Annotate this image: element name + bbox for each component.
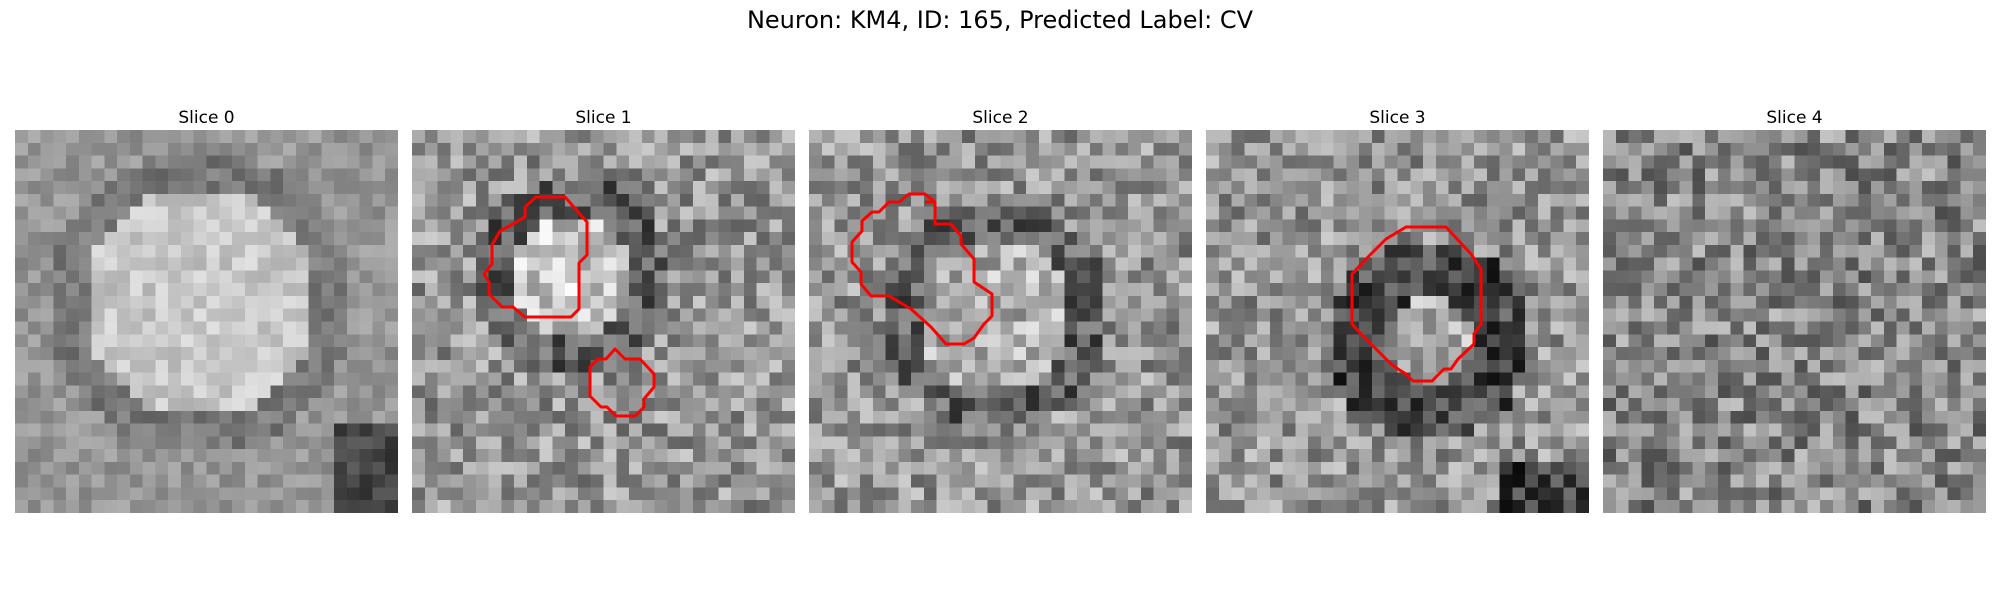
- slice-image: [1603, 130, 1986, 513]
- contour-line: [588, 347, 656, 418]
- slice-title: Slice 3: [1369, 108, 1426, 128]
- contour-line: [850, 192, 994, 346]
- contour-overlay: [482, 195, 656, 418]
- contour-overlay: [850, 192, 994, 346]
- slice-image: [15, 130, 398, 513]
- contour-line: [1350, 225, 1483, 383]
- slice-image: [412, 130, 795, 513]
- slice-panel-3: Slice 3: [1206, 106, 1589, 513]
- slice-title: Slice 1: [575, 108, 632, 128]
- slice-title: Slice 0: [178, 108, 235, 128]
- slice-panel-2: Slice 2: [809, 106, 1192, 513]
- slice-title: Slice 4: [1766, 108, 1823, 128]
- slice-image: [809, 130, 1192, 513]
- slice-panel-4: Slice 4: [1603, 106, 1986, 513]
- slice-panel-1: Slice 1: [412, 106, 795, 513]
- slice-panel-0: Slice 0: [15, 106, 398, 513]
- slice-title: Slice 2: [972, 108, 1029, 128]
- contour-line: [482, 195, 589, 319]
- figure-title: Neuron: KM4, ID: 165, Predicted Label: C…: [746, 6, 1254, 34]
- contour-overlay: [1350, 225, 1483, 383]
- slice-image: [1206, 130, 1589, 513]
